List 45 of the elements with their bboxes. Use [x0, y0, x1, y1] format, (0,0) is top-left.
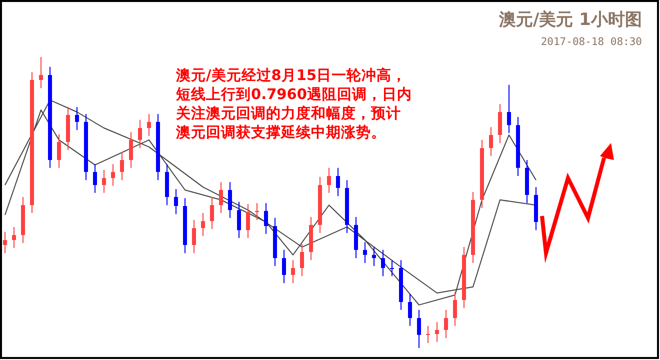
candlestick — [363, 242, 367, 264]
candlestick — [129, 132, 133, 168]
candlestick — [192, 219, 196, 254]
candlestick — [264, 202, 268, 234]
candlestick — [174, 188, 178, 215]
text: 2017-08-18 08:30 — [540, 36, 642, 48]
candlestick — [3, 231, 7, 254]
candlestick — [57, 134, 61, 168]
candlestick — [300, 244, 304, 277]
annotation: 澳元/美元经过8月15日一轮冲高， — [175, 66, 407, 84]
candlestick — [147, 114, 151, 136]
candlestick — [210, 196, 214, 230]
candlestick — [291, 260, 295, 284]
candlestick — [93, 164, 97, 194]
candlestick — [138, 119, 142, 149]
candlestick — [444, 309, 448, 339]
candlestick — [408, 293, 412, 326]
candlestick — [228, 182, 232, 218]
candlestick — [327, 167, 331, 194]
candlestick — [336, 167, 340, 197]
candlestick — [102, 169, 106, 194]
candlestick — [282, 249, 286, 284]
candlestick — [246, 203, 250, 238]
candlestick — [381, 249, 385, 277]
candlestick — [489, 126, 493, 156]
candlestick — [237, 201, 241, 238]
candlestick — [120, 151, 124, 181]
candlestick — [435, 322, 439, 342]
candlestick — [417, 309, 421, 348]
candlestick — [219, 182, 223, 214]
candlestick — [75, 106, 79, 131]
candlestick — [426, 325, 430, 344]
candlestick — [12, 226, 16, 248]
candlestick — [201, 212, 205, 236]
candlestick — [39, 56, 43, 89]
candlestick — [390, 260, 394, 277]
chart-title: 澳元/美元 1小时图 — [498, 10, 642, 30]
candlestick — [507, 84, 511, 134]
annotation: 澳元回调获支撑延续中期涨势。 — [175, 124, 386, 141]
annotation: 关注澳元回调的力度和幅度，预计 — [175, 104, 401, 122]
annotation: 短线上行到0.7960遇阻回调，日内 — [175, 86, 412, 103]
candlestick — [498, 104, 502, 144]
candlestick — [453, 292, 457, 326]
candlestick — [372, 246, 376, 266]
candlestick — [111, 164, 115, 186]
